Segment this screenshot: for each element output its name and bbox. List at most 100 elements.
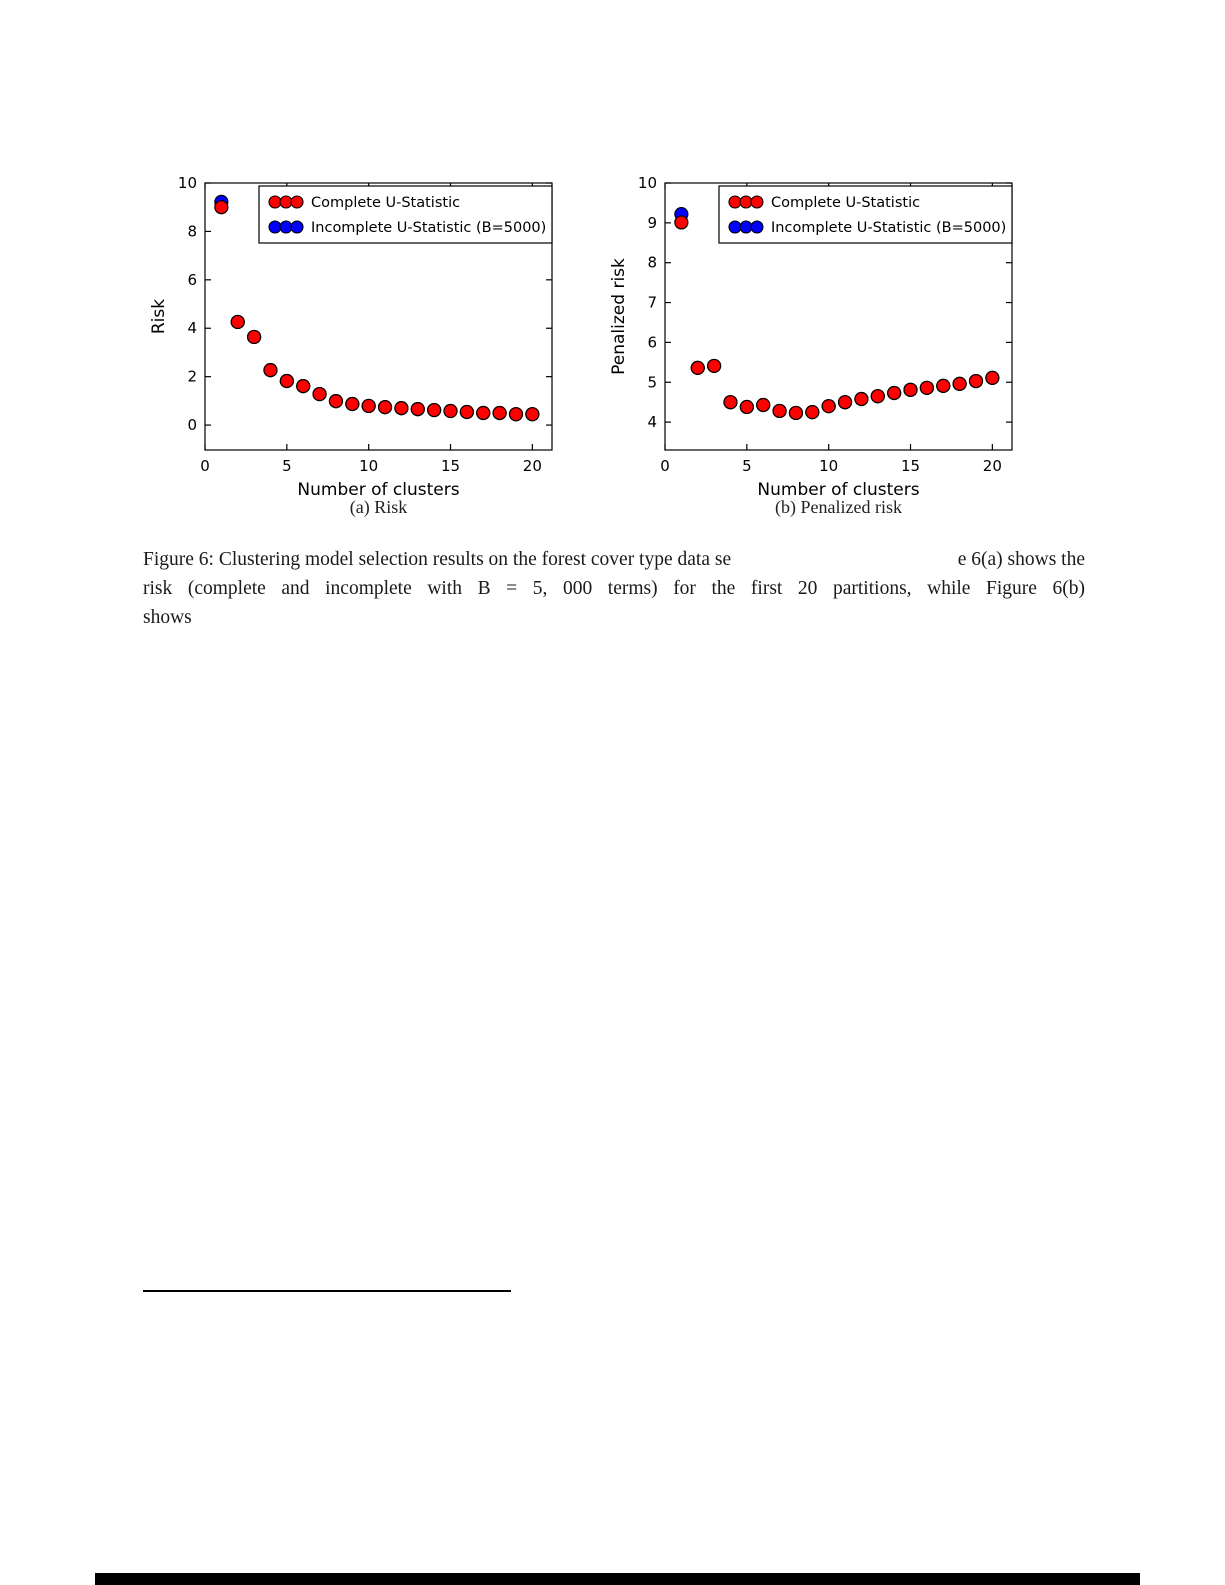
- caption-line1-right: e 6(a) shows the: [957, 549, 1085, 570]
- caption-line-3: shows: [143, 607, 192, 628]
- footnote-rule: [143, 1290, 511, 1292]
- scatter-point: [492, 405, 507, 421]
- scatter-point: [707, 358, 722, 374]
- x-tick-label: 20: [983, 457, 1002, 475]
- x-tick-label: 15: [901, 457, 920, 475]
- scatter-point: [230, 314, 245, 330]
- scatter-point: [805, 405, 820, 420]
- x-tick-label: 10: [359, 457, 378, 475]
- scatter-point: [476, 405, 491, 421]
- scatter-point: [525, 407, 540, 422]
- legend-label: Incomplete U-Statistic (B=5000): [311, 220, 546, 236]
- scatter-point: [263, 363, 278, 378]
- scatter-point: [508, 407, 524, 422]
- scatter-point: [377, 400, 393, 415]
- scatter-point: [887, 385, 902, 401]
- scatter-point: [214, 200, 229, 215]
- scatter-point: [919, 380, 934, 395]
- x-tick-label: 15: [441, 457, 460, 475]
- scatter-point: [674, 215, 689, 230]
- penalized-risk-chart: 0 5 10 15 20 4 5 6 7 8 9 10 Number of clusters Penali…: [609, 174, 1013, 500]
- scatter-point: [788, 405, 804, 421]
- scatter-point: [279, 373, 294, 389]
- scatter-point: [690, 360, 705, 376]
- scatter-point: [772, 403, 787, 419]
- legend-marker: [290, 220, 304, 234]
- y-tick-label: 6: [647, 333, 657, 351]
- subcaption-b: (b) Penalized risk: [775, 497, 902, 517]
- legend-marker: [739, 220, 753, 234]
- x-tick-label: 5: [742, 457, 752, 475]
- legend-marker: [728, 220, 742, 234]
- y-tick-label: 6: [187, 271, 197, 289]
- y-tick-label: 8: [647, 254, 657, 272]
- x-axis-label: Number of clusters: [757, 480, 919, 500]
- y-tick-label: 8: [187, 222, 197, 240]
- scatter-point: [361, 398, 376, 414]
- legend-marker: [739, 195, 753, 209]
- scatter-point: [739, 399, 754, 415]
- legend-label: Complete U-Statistic: [771, 195, 920, 211]
- legend-marker: [268, 195, 282, 209]
- legend-marker: [290, 195, 304, 209]
- subcaption-a: (a) Risk: [349, 497, 408, 517]
- scatter-point: [410, 401, 425, 417]
- subfigure-penalized-risk: 0 5 10 15 20 4 5 6 7 8 9 10 Number of clusters Penali…: [600, 171, 1040, 511]
- caption-line-1: Figure 6: Clustering model selection res…: [143, 545, 1085, 574]
- y-tick-label: 9: [647, 214, 657, 232]
- legend-marker: [268, 220, 282, 234]
- x-axis-label: Number of clusters: [297, 480, 459, 500]
- legend-box: [718, 185, 1013, 244]
- scatter-point: [870, 389, 885, 404]
- scatter-point: [821, 399, 836, 414]
- legend-box: [258, 185, 553, 244]
- scatter-point: [394, 401, 409, 416]
- scatter-point: [985, 370, 1000, 385]
- x-tick-label: 5: [282, 457, 292, 475]
- scatter-point: [345, 396, 360, 412]
- scatter-point: [854, 391, 869, 407]
- scatter-point: [756, 397, 771, 413]
- scatter-point: [427, 402, 442, 418]
- figure-caption: Figure 6: Clustering model selection res…: [143, 545, 1085, 632]
- risk-chart: 0 5 10 15 20 0 2 4 6 8 10 Number of clusters Risk Com…: [149, 174, 553, 500]
- scatter-point: [247, 329, 262, 345]
- legend-label: Incomplete U-Statistic (B=5000): [771, 220, 1006, 236]
- legend-label: Complete U-Statistic: [311, 195, 460, 211]
- y-tick-label: 0: [187, 416, 197, 434]
- y-tick-label: 4: [187, 319, 197, 337]
- scatter-point: [296, 378, 311, 394]
- legend-marker: [750, 195, 764, 209]
- scatter-point: [459, 404, 474, 420]
- scatter-point: [952, 376, 967, 391]
- y-tick-label: 10: [178, 174, 197, 192]
- legend-marker: [728, 195, 742, 209]
- legend-marker: [279, 220, 293, 234]
- scatter-point: [312, 386, 327, 402]
- legend-marker: [279, 195, 293, 209]
- y-tick-label: 7: [647, 294, 657, 312]
- y-tick-label: 2: [187, 368, 197, 386]
- caption-line1-left: Figure 6: Clustering model selection res…: [143, 549, 732, 570]
- x-tick-label: 0: [660, 457, 670, 475]
- scatter-point: [723, 395, 738, 410]
- y-axis-label: Risk: [149, 299, 169, 334]
- scatter-point: [936, 378, 951, 393]
- scatter-point: [328, 394, 344, 409]
- caption-line-2: risk (complete and incomplete with B = 5…: [143, 578, 1085, 599]
- y-tick-label: 5: [647, 373, 657, 391]
- y-tick-label: 4: [647, 413, 657, 431]
- subfigure-risk: 0 5 10 15 20 0 2 4 6 8 10 Number of clusters Risk Com…: [140, 171, 580, 511]
- scatter-point: [837, 395, 853, 410]
- x-tick-label: 0: [200, 457, 210, 475]
- scatter-point: [903, 382, 918, 397]
- y-tick-label: 10: [638, 174, 657, 192]
- scatter-point: [443, 403, 458, 419]
- x-tick-label: 10: [819, 457, 838, 475]
- legend-marker: [750, 220, 764, 234]
- bottom-redaction-bar: [95, 1573, 1140, 1585]
- scatter-point: [968, 373, 984, 389]
- y-axis-label: Penalized risk: [609, 258, 629, 375]
- x-tick-label: 20: [523, 457, 542, 475]
